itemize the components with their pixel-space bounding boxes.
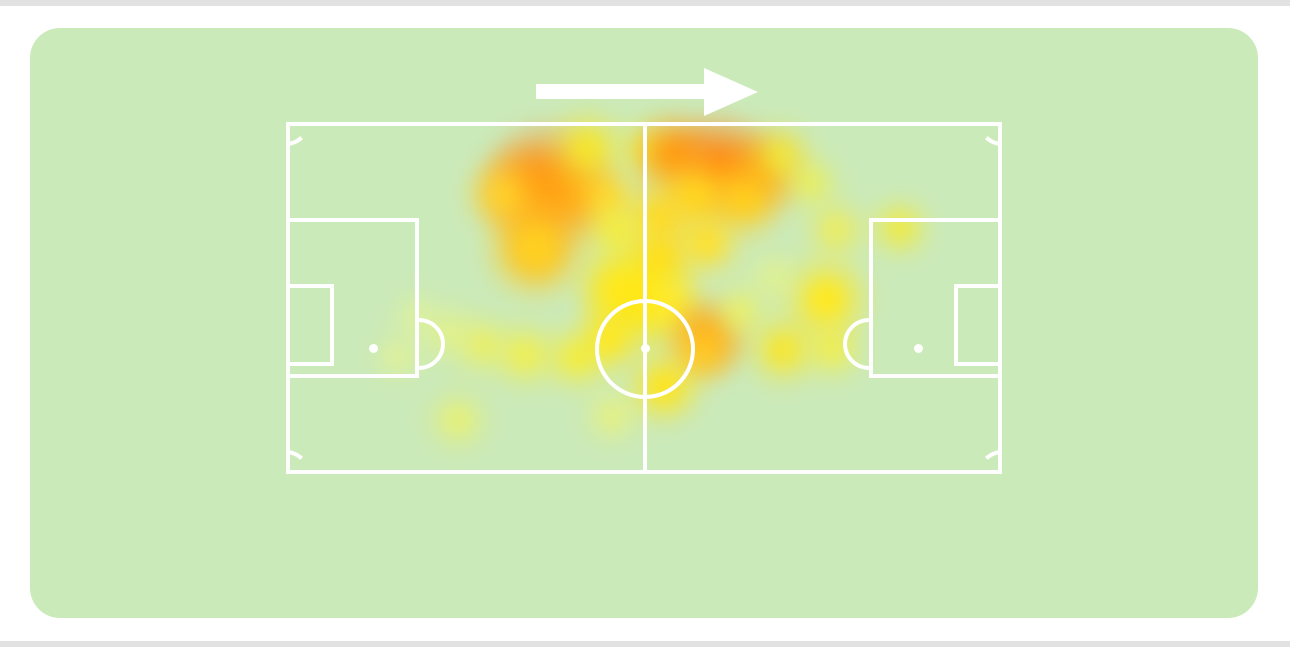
left-penalty-spot	[369, 344, 378, 353]
attacking-direction-arrow-icon	[536, 68, 758, 116]
top-divider	[0, 0, 1290, 6]
right-six-yard-box	[954, 284, 1002, 366]
right-penalty-spot	[914, 344, 923, 353]
corner-arc-bottom-right	[978, 450, 1002, 474]
pitch-markings	[30, 28, 1258, 618]
centre-spot	[641, 344, 650, 353]
heatmap-card	[30, 28, 1258, 618]
centre-circle	[595, 299, 695, 399]
bottom-divider	[0, 641, 1290, 647]
halfway-line	[643, 122, 647, 474]
left-six-yard-box	[286, 284, 334, 366]
